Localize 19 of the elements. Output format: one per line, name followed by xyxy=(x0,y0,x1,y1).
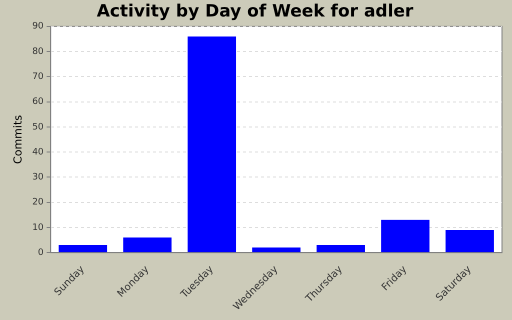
bar xyxy=(316,245,365,252)
bar xyxy=(446,230,494,252)
y-tick-label: 40 xyxy=(32,147,44,158)
bar xyxy=(252,248,301,252)
y-axis-title: Commits xyxy=(11,114,24,164)
y-tick-label: 60 xyxy=(32,97,44,108)
y-tick-label: 80 xyxy=(32,46,44,57)
bar xyxy=(188,36,236,252)
bar xyxy=(123,238,172,252)
y-tick-label: 70 xyxy=(32,72,44,82)
chart-title: Activity by Day of Week for adler xyxy=(96,2,414,22)
y-tick-label: 50 xyxy=(32,122,44,132)
y-tick-label: 90 xyxy=(32,22,44,32)
y-tick-label: 30 xyxy=(32,172,44,183)
y-tick-label: 0 xyxy=(38,248,44,258)
y-tick-label: 20 xyxy=(32,198,44,208)
y-tick-label: 10 xyxy=(32,222,44,233)
bar xyxy=(381,220,430,252)
bar xyxy=(58,245,108,252)
